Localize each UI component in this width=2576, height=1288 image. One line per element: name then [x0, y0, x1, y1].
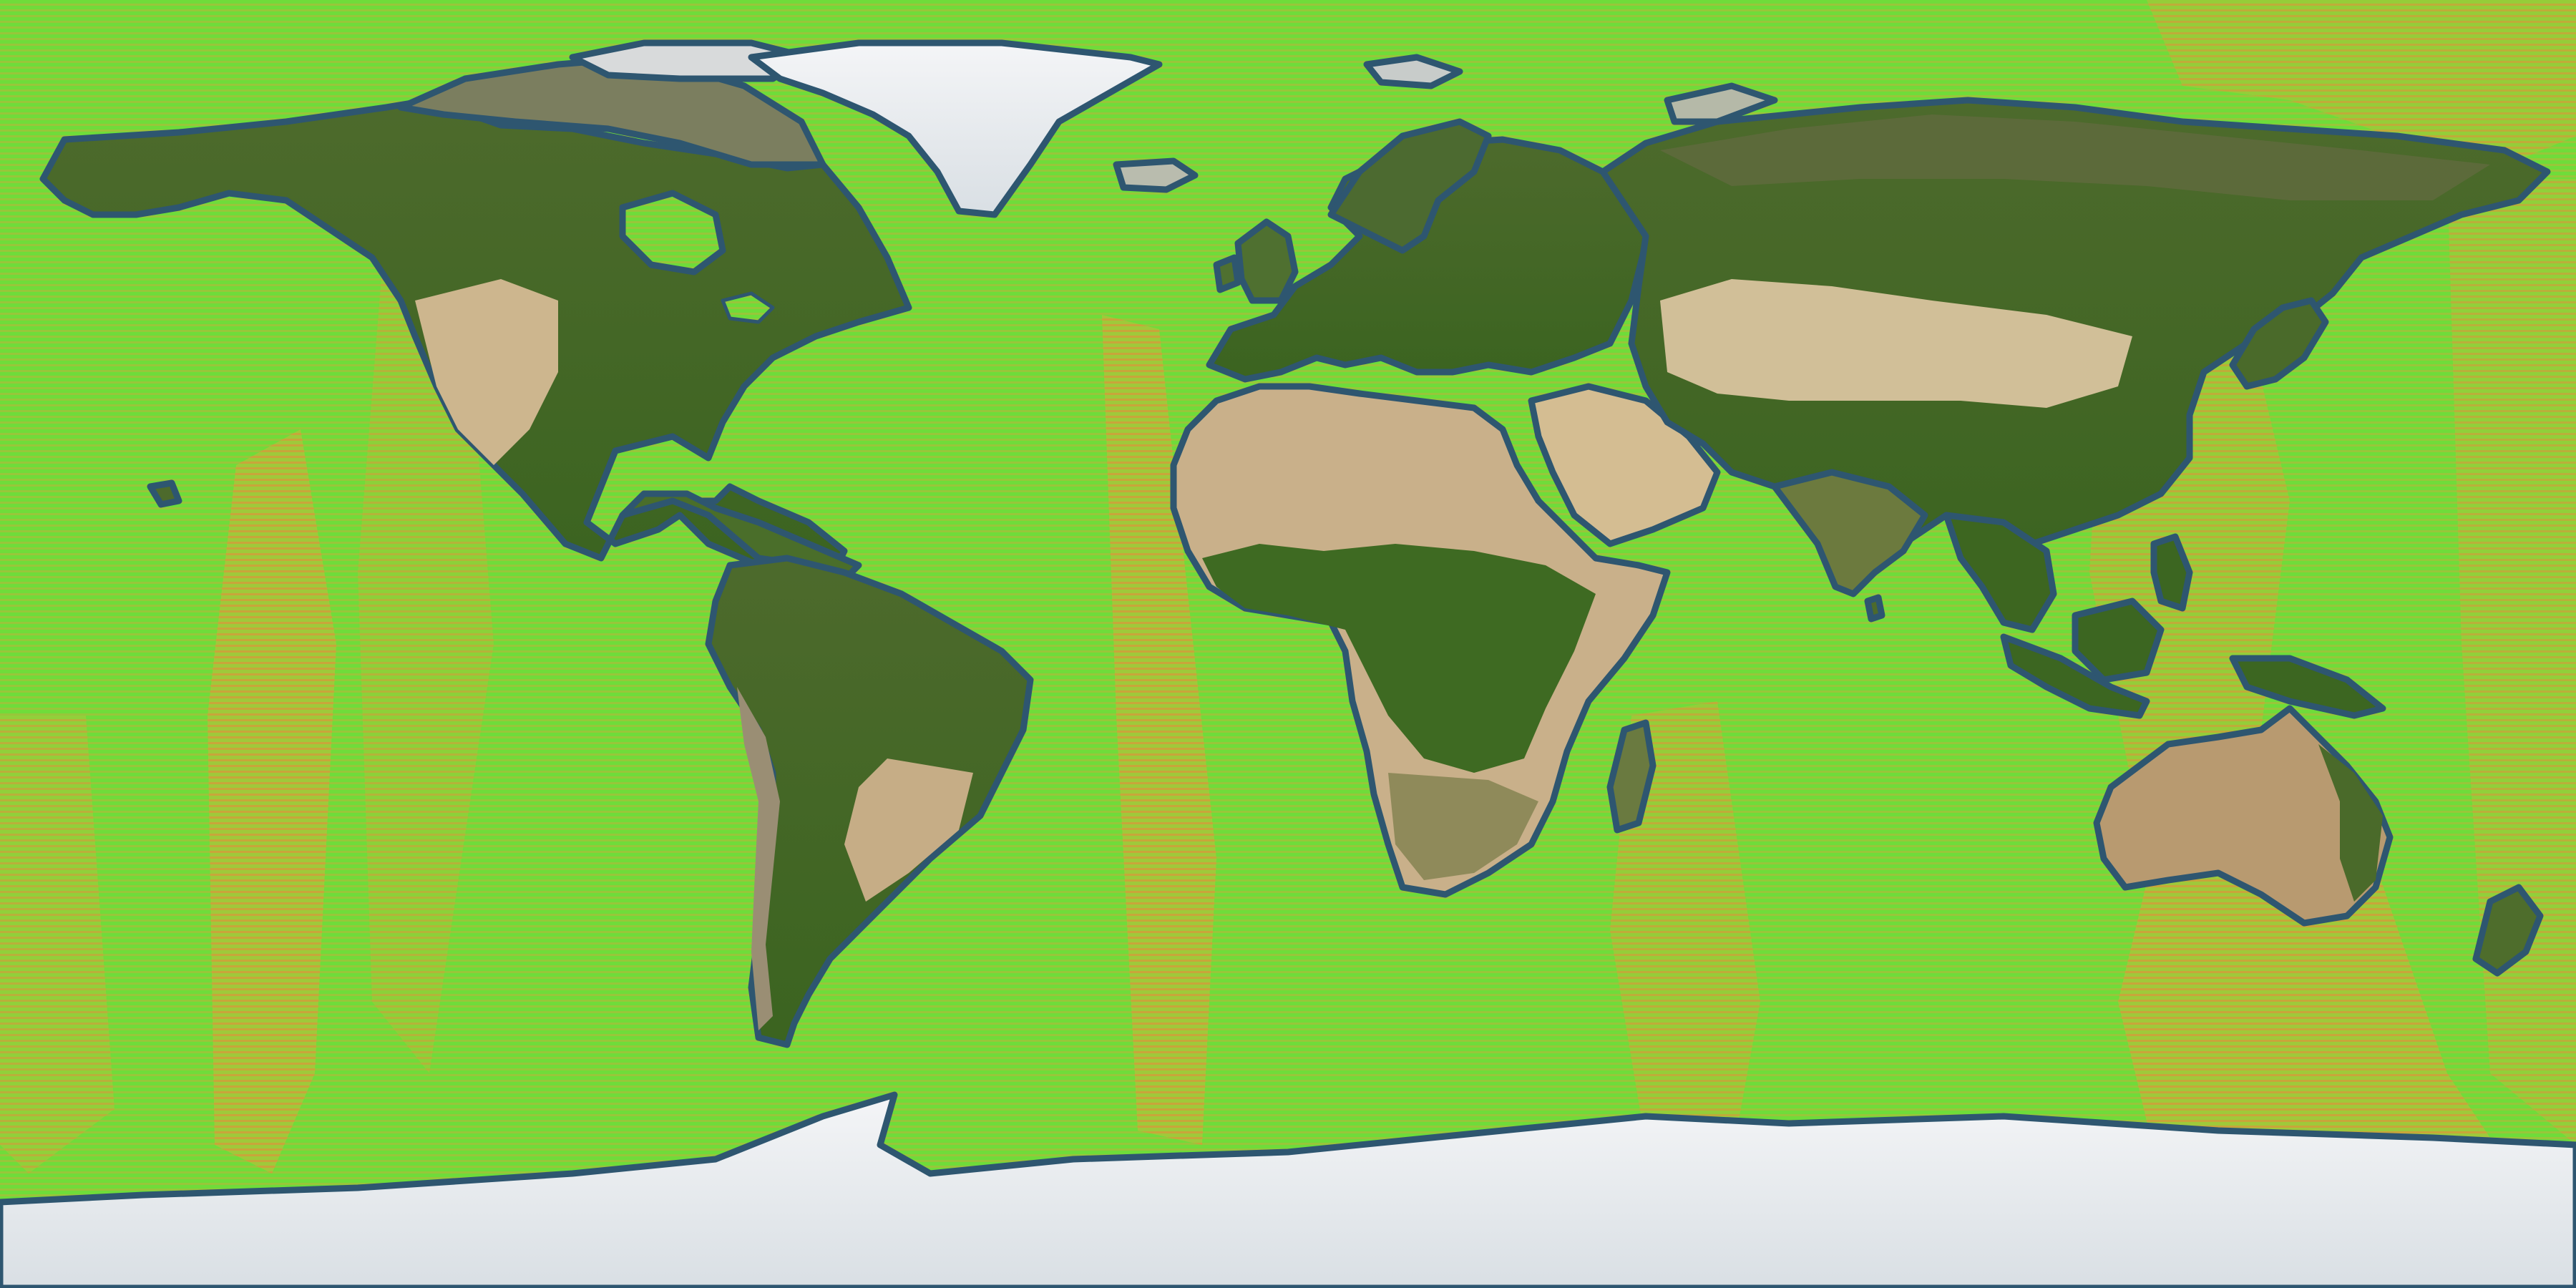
- land-forest-east-australia: [2318, 744, 2383, 902]
- land-desert-central-asia: [1660, 279, 2132, 408]
- landmass-svalbard: [1363, 54, 1463, 89]
- scandinavia: [1327, 118, 1492, 254]
- landmass-southeast-asia: [1943, 512, 2057, 633]
- landmass-indian-subcontinent: [1771, 469, 1928, 597]
- land-siberia-tundra: [1660, 114, 2490, 200]
- great-lakes: [721, 291, 775, 324]
- landmass-iceland: [1113, 157, 1199, 193]
- landmass-borneo: [2072, 597, 2165, 683]
- landmass-antarctica: [0, 1091, 2576, 1288]
- andes-range: [737, 687, 780, 1030]
- landmass-hawaii: [147, 479, 182, 508]
- landmass-new-guinea: [2229, 655, 2386, 719]
- hudson-bay: [619, 190, 726, 275]
- landmass-madagascar: [1606, 719, 1657, 834]
- landmass-sri-lanka: [1864, 594, 1885, 623]
- landmass-british-isles: [1234, 218, 1299, 304]
- landmasses: [0, 39, 2576, 1288]
- landmass-new-zealand: [2472, 884, 2544, 977]
- landmass-novaya-zemlya: [1664, 82, 1778, 125]
- landmass-philippines: [2150, 533, 2193, 612]
- landmass-greenland: [748, 39, 1163, 218]
- landmass-australia: [2093, 705, 2394, 927]
- landmass-arctic-archipelago: [397, 54, 826, 168]
- land-desert-south-america: [844, 758, 973, 902]
- land-forest-africa: [1202, 544, 1596, 773]
- landmass-japan: [2229, 297, 2329, 390]
- landmass-indonesia: [2000, 633, 2150, 719]
- land-desert-north-america: [415, 279, 558, 465]
- land-savanna-southern-africa: [1388, 773, 1538, 880]
- landmass-ireland: [1213, 254, 1241, 293]
